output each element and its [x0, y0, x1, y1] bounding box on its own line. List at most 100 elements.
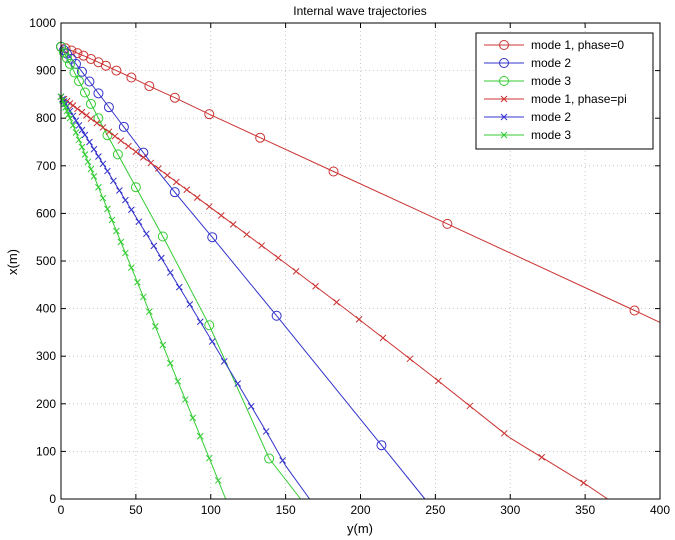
series-marker	[65, 111, 72, 118]
series-marker	[247, 402, 255, 410]
series-marker	[113, 227, 120, 235]
series-marker	[122, 249, 129, 257]
series-marker	[69, 121, 77, 129]
series-marker	[83, 112, 90, 119]
series-marker	[111, 65, 122, 76]
legend-box	[475, 32, 654, 150]
series-marker	[99, 124, 107, 131]
series-marker	[196, 318, 204, 326]
series-marker	[81, 151, 89, 158]
series-marker	[84, 158, 92, 166]
series-marker	[79, 87, 90, 98]
series-marker	[78, 108, 86, 116]
series-3	[56, 41, 301, 500]
y-tick-label: 200	[36, 397, 56, 411]
series-marker	[105, 128, 113, 136]
legend-swatch-marker	[499, 40, 509, 50]
series-marker	[75, 121, 83, 129]
series-marker	[135, 218, 143, 226]
series-marker	[128, 264, 135, 271]
series-marker	[183, 186, 191, 194]
series-marker	[580, 479, 587, 487]
legend-item: mode 3	[484, 128, 571, 142]
series-marker	[435, 377, 442, 385]
series-marker	[64, 58, 75, 69]
series-marker	[169, 92, 180, 103]
series-marker	[108, 216, 116, 224]
series-marker	[84, 76, 95, 87]
axis-ticks: 0 50 100 150 200 250 300 350 400 0 100 200 300 400 500…	[29, 16, 670, 517]
series-marker	[163, 171, 171, 179]
series-marker	[95, 153, 102, 160]
series-marker	[262, 428, 270, 435]
series-marker	[217, 212, 225, 219]
chart-title: Internal wave trajectories	[293, 4, 426, 18]
series-layer	[56, 41, 661, 500]
series-marker	[58, 47, 69, 58]
legend-label: mode 1, phase=0	[531, 38, 624, 52]
series-marker	[157, 254, 165, 262]
series-marker	[328, 166, 339, 177]
series-marker	[72, 48, 83, 59]
series-marker	[379, 334, 387, 342]
series-marker	[229, 221, 237, 228]
series-marker	[62, 104, 69, 111]
legend-item: mode 3	[484, 74, 571, 88]
series-marker	[99, 160, 107, 168]
series-marker	[204, 320, 215, 331]
series-marker	[104, 205, 111, 213]
series-marker	[174, 377, 182, 385]
legend-label: mode 3	[531, 74, 571, 88]
series-marker	[72, 117, 80, 124]
series-marker	[66, 114, 74, 122]
series-marker	[103, 102, 114, 113]
series-marker	[204, 109, 215, 120]
series-marker	[208, 338, 216, 345]
series-marker	[234, 380, 242, 387]
series-marker	[61, 53, 72, 64]
series-marker	[118, 121, 129, 132]
series-marker	[87, 165, 95, 173]
series-marker	[122, 196, 129, 204]
legend-item: mode 2	[484, 110, 571, 124]
legend-label: mode 2	[531, 110, 571, 124]
series-marker	[207, 232, 218, 243]
series-marker	[125, 142, 132, 150]
series-marker	[355, 316, 363, 323]
series-marker	[93, 88, 104, 99]
legend-swatch-marker	[500, 131, 508, 139]
x-tick-label: 350	[575, 503, 595, 517]
series-marker	[93, 119, 101, 127]
series-marker	[500, 429, 508, 437]
series-marker	[159, 341, 167, 349]
legend-swatch-marker	[499, 58, 509, 68]
series-marker	[196, 432, 204, 440]
series-marker	[172, 178, 180, 186]
series-marker	[193, 194, 201, 201]
series-marker	[258, 242, 266, 249]
series-marker	[147, 159, 155, 167]
series-line	[60, 46, 426, 500]
series-marker	[279, 456, 286, 464]
series-marker	[93, 113, 104, 124]
series-marker	[130, 182, 141, 193]
legend-swatch-marker	[499, 76, 509, 86]
y-tick-label: 800	[36, 111, 56, 125]
x-tick-label: 100	[201, 503, 221, 517]
legend-label: mode 1, phase=pi	[531, 92, 627, 106]
y-tick-label: 700	[36, 159, 56, 173]
series-marker	[154, 165, 162, 172]
series-marker	[166, 359, 174, 367]
series-marker	[126, 72, 137, 83]
y-tick-label: 1000	[29, 16, 56, 30]
y-axis-label: x(m)	[5, 249, 20, 275]
y-tick-label: 600	[36, 206, 56, 220]
series-marker	[59, 96, 66, 104]
series-marker	[132, 148, 140, 156]
series-marker	[74, 105, 81, 113]
series-marker	[274, 254, 282, 262]
series-marker	[112, 149, 123, 160]
series-6	[57, 93, 227, 500]
y-tick-label: 0	[49, 492, 56, 506]
